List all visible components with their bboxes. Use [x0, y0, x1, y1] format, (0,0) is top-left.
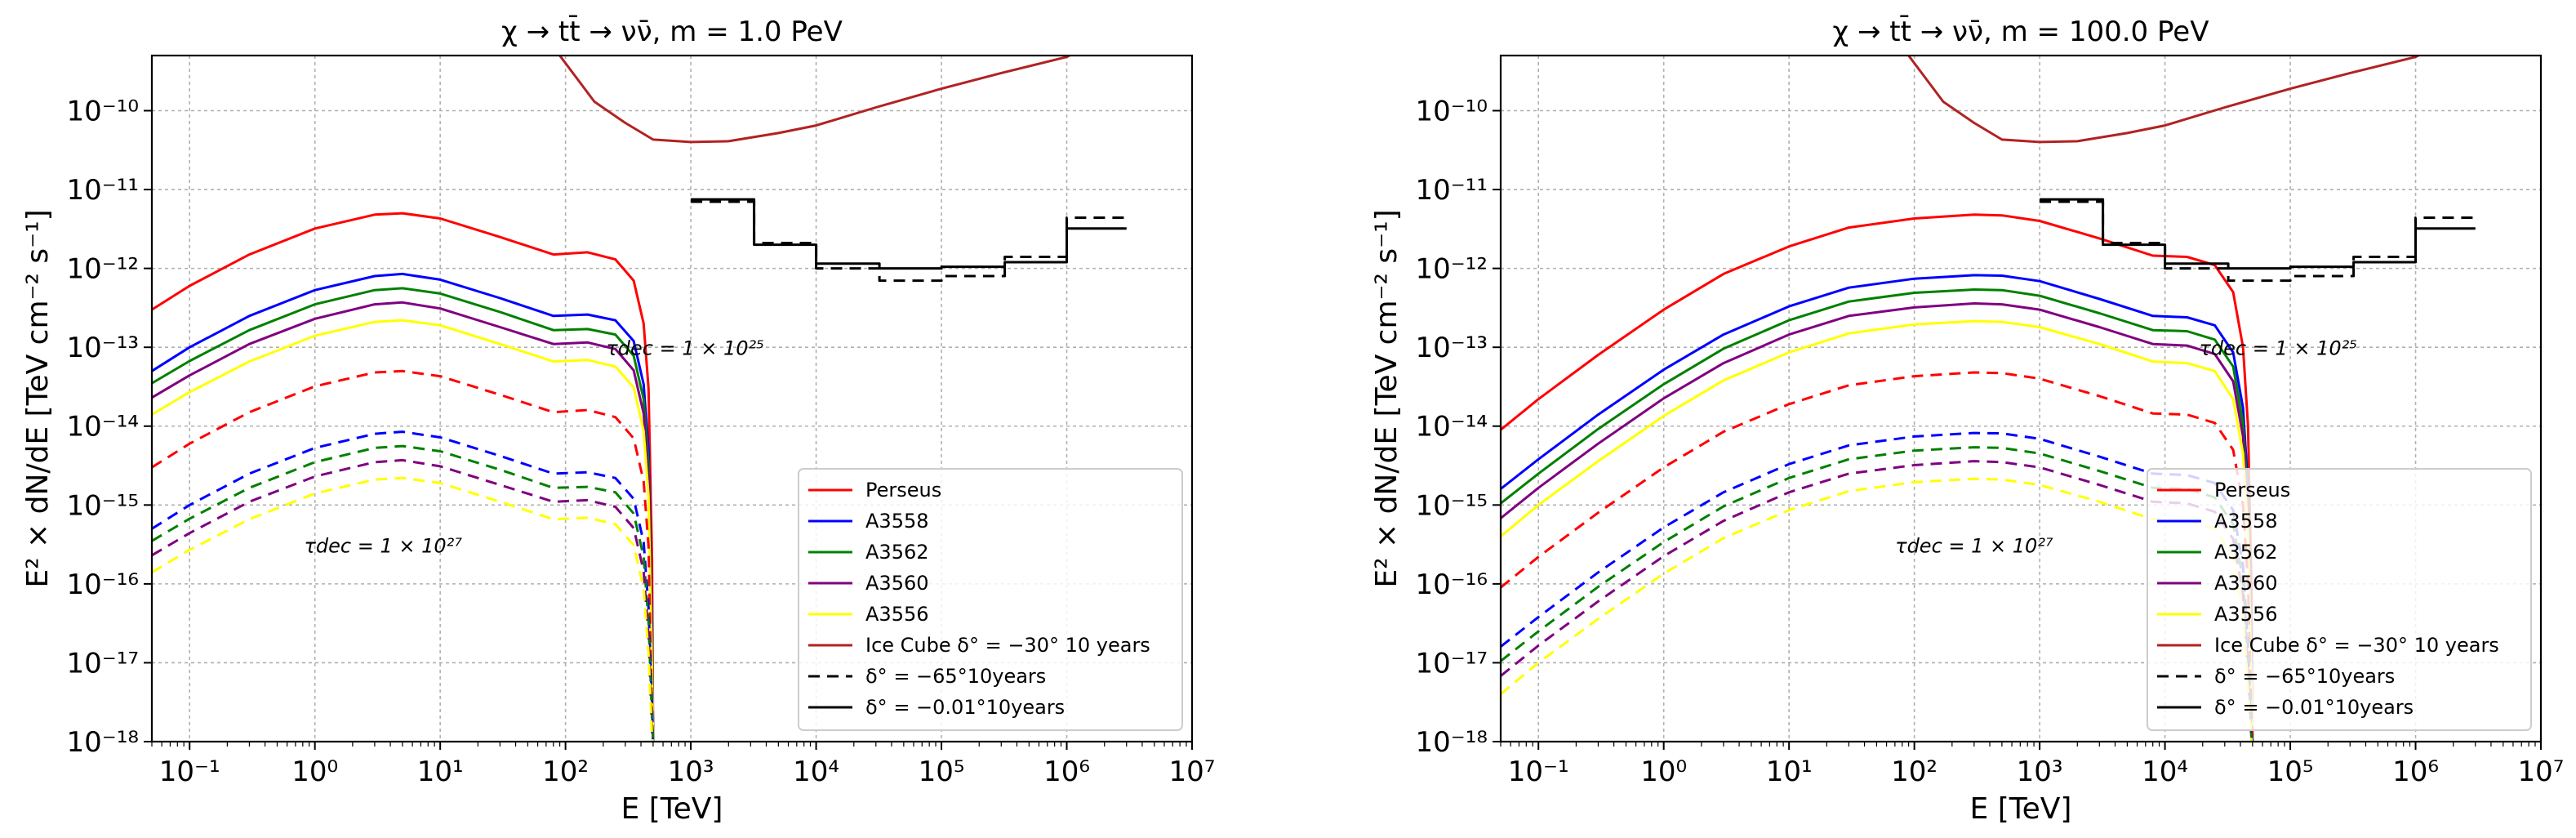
- series-line--65-10years: [2040, 200, 2476, 283]
- legend-label: δ° = −0.01°10years: [2214, 696, 2414, 719]
- legend-label: A3556: [2214, 603, 2278, 626]
- series-line-a3560: [152, 301, 655, 742]
- annotation-tau: τdec = 1 × 10²⁷: [304, 534, 462, 557]
- series-line-dashed-6: [152, 430, 655, 742]
- series-line-dashed-8: [152, 458, 655, 742]
- series-line--65-10years: [691, 200, 1127, 283]
- chart-title: χ → tt̄ → νν̄, m = 100.0 PeV: [1833, 15, 2209, 48]
- series-line-ice-cube-30-10-years: [1907, 56, 2422, 144]
- chart-left: 10⁻¹ 10⁰ 10¹ 10² 10³ 10⁴ 10⁵ 10⁶ 10⁷ 10⁻¹⁸ 10⁻¹⁷ 10…: [21, 15, 1215, 826]
- y-tick-label: 10⁻¹¹: [1416, 174, 1488, 207]
- series-line-dashed-8: [1501, 460, 2254, 742]
- series-line-a3562: [1501, 288, 2254, 742]
- chart-title: χ → tt̄ → νν̄, m = 1.0 PeV: [501, 15, 843, 48]
- x-tick-label: 10⁻¹: [1508, 756, 1569, 788]
- series-group: [1501, 56, 2476, 742]
- series-group: [152, 56, 1127, 742]
- series-line--0-01-10years: [2040, 198, 2476, 270]
- legend-label: A3558: [865, 510, 929, 533]
- series-line-dashed-5: [1501, 371, 2254, 742]
- series-line-dashed-9: [152, 476, 655, 742]
- x-tick-label: 10⁰: [1640, 756, 1687, 788]
- series-line-a3560: [1501, 302, 2254, 742]
- y-tick-label: 10⁻¹⁶: [67, 568, 139, 601]
- annotation-tau: τdec = 1 × 10²⁵: [606, 337, 763, 360]
- y-tick-label: 10⁻¹⁵: [67, 489, 139, 522]
- x-tick-label: 10⁶: [2392, 756, 2439, 788]
- ticks: 10⁻¹ 10⁰ 10¹ 10² 10³ 10⁴ 10⁵ 10⁶ 10⁷ 10⁻¹⁸ 10⁻¹⁷ 10…: [1416, 95, 2565, 788]
- y-tick-label: 10⁻¹²: [1416, 253, 1488, 286]
- y-tick-label: 10⁻¹⁵: [1416, 489, 1488, 522]
- x-tick-label: 10⁻¹: [159, 756, 220, 788]
- legend-label: δ° = −65°10years: [2214, 665, 2395, 688]
- legend-label: Ice Cube δ° = −30° 10 years: [2214, 634, 2499, 657]
- legend-label: A3562: [865, 541, 929, 564]
- y-axis-label: E² × dN/dE [TeV cm⁻² s⁻¹]: [21, 209, 55, 587]
- y-tick-label: 10⁻¹⁰: [1416, 95, 1488, 127]
- series-line-a3558: [1501, 274, 2254, 742]
- y-tick-label: 10⁻¹⁷: [67, 647, 139, 680]
- y-tick-label: 10⁻¹²: [67, 253, 139, 286]
- x-tick-label: 10⁰: [291, 756, 338, 788]
- y-tick-label: 10⁻¹⁰: [67, 95, 139, 127]
- legend-label: δ° = −65°10years: [865, 665, 1046, 688]
- x-tick-label: 10²: [1891, 756, 1938, 788]
- legend-label: A3560: [865, 572, 929, 595]
- y-tick-label: 10⁻¹⁴: [67, 411, 139, 444]
- annotation-tau: τdec = 1 × 10²⁷: [1895, 534, 2053, 557]
- x-tick-label: 10²: [542, 756, 589, 788]
- legend-label: δ° = −0.01°10years: [865, 696, 1065, 719]
- series-line-dashed-5: [152, 369, 655, 742]
- y-tick-label: 10⁻¹⁴: [1416, 411, 1488, 444]
- ticks: 10⁻¹ 10⁰ 10¹ 10² 10³ 10⁴ 10⁵ 10⁶ 10⁷ 10⁻¹⁸ 10⁻¹⁷ 10…: [67, 95, 1216, 788]
- series-line-ice-cube-30-10-years: [558, 56, 1073, 144]
- legend-label: A3560: [2214, 572, 2278, 595]
- x-tick-label: 10⁷: [1169, 756, 1216, 788]
- x-tick-label: 10⁷: [2518, 756, 2565, 788]
- x-tick-label: 10³: [668, 756, 714, 788]
- series-line-perseus: [152, 212, 655, 742]
- series-line-a3556: [1501, 319, 2254, 742]
- y-tick-label: 10⁻¹³: [67, 332, 139, 364]
- x-axis-label: E [TeV]: [621, 792, 723, 826]
- y-tick-label: 10⁻¹⁷: [1416, 647, 1488, 680]
- annotation-tau: τdec = 1 × 10²⁵: [2199, 337, 2356, 360]
- x-axis-label: E [TeV]: [1970, 792, 2072, 826]
- x-tick-label: 10⁴: [793, 756, 839, 788]
- axes-frame: [1499, 54, 2543, 743]
- legend-label: A3562: [2214, 541, 2278, 564]
- series-line-dashed-6: [1501, 431, 2254, 742]
- series-line-dashed-7: [152, 444, 655, 742]
- x-tick-label: 10³: [2017, 756, 2063, 788]
- y-tick-label: 10⁻¹⁸: [67, 726, 139, 759]
- y-tick-label: 10⁻¹¹: [67, 174, 139, 207]
- y-tick-label: 10⁻¹³: [1416, 332, 1488, 364]
- legend-box: [2147, 468, 2532, 731]
- x-tick-label: 10⁶: [1043, 756, 1090, 788]
- legend-label: Ice Cube δ° = −30° 10 years: [865, 634, 1150, 657]
- y-tick-label: 10⁻¹⁶: [1416, 568, 1488, 601]
- legend-label: Perseus: [2214, 479, 2290, 501]
- series-line-dashed-7: [1501, 446, 2254, 742]
- legend-label: A3558: [2214, 510, 2278, 533]
- y-axis-label: E² × dN/dE [TeV cm⁻² s⁻¹]: [1370, 209, 1404, 587]
- series-line-a3556: [152, 319, 655, 742]
- chart-right: 10⁻¹ 10⁰ 10¹ 10² 10³ 10⁴ 10⁵ 10⁶ 10⁷ 10⁻¹⁸ 10⁻¹⁷ 10…: [1370, 15, 2564, 826]
- x-tick-label: 10⁵: [919, 756, 965, 788]
- legend: Perseus A3558 A3562 A3560 A3556 Ice Cube δ° =…: [798, 468, 1183, 731]
- series-line--0-01-10years: [691, 198, 1127, 270]
- x-tick-label: 10¹: [1766, 756, 1813, 788]
- x-tick-label: 10¹: [417, 756, 464, 788]
- legend: Perseus A3558 A3562 A3560 A3556 Ice Cube δ° =…: [2147, 468, 2532, 731]
- legend-label: A3556: [865, 603, 929, 626]
- x-tick-label: 10⁵: [2267, 756, 2314, 788]
- y-tick-label: 10⁻¹⁸: [1416, 726, 1488, 759]
- legend-box: [798, 468, 1183, 731]
- series-line-dashed-9: [1501, 477, 2253, 742]
- legend-label: Perseus: [865, 479, 941, 501]
- series-line-perseus: [1501, 213, 2254, 742]
- axes-frame: [150, 54, 1194, 743]
- x-tick-label: 10⁴: [2142, 756, 2188, 788]
